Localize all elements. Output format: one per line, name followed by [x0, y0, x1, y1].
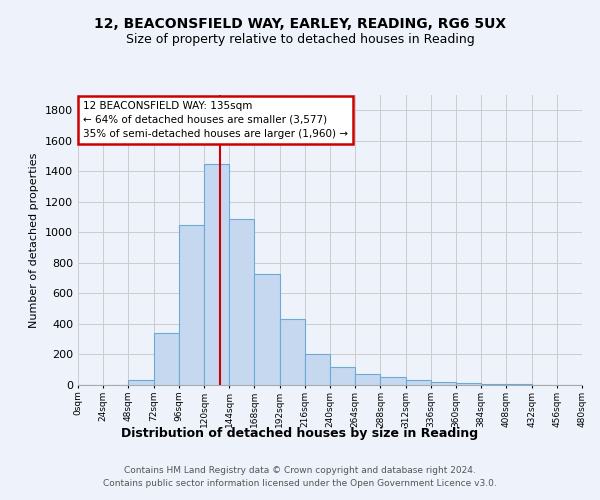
Bar: [229, 218, 254, 385]
Text: Contains public sector information licensed under the Open Government Licence v3: Contains public sector information licen…: [103, 479, 497, 488]
Bar: [204, 164, 229, 385]
Bar: [254, 274, 280, 385]
Bar: [330, 366, 355, 385]
Text: Distribution of detached houses by size in Reading: Distribution of detached houses by size …: [121, 428, 479, 440]
Text: Contains HM Land Registry data © Crown copyright and database right 2024.: Contains HM Land Registry data © Crown c…: [124, 466, 476, 475]
Bar: [506, 384, 532, 385]
Bar: [481, 384, 506, 385]
Bar: [456, 384, 481, 385]
Bar: [305, 354, 330, 385]
Bar: [154, 333, 179, 385]
Bar: [406, 380, 431, 385]
Text: Size of property relative to detached houses in Reading: Size of property relative to detached ho…: [125, 32, 475, 46]
Text: 12 BEACONSFIELD WAY: 135sqm
← 64% of detached houses are smaller (3,577)
35% of : 12 BEACONSFIELD WAY: 135sqm ← 64% of det…: [83, 101, 348, 139]
Y-axis label: Number of detached properties: Number of detached properties: [29, 152, 40, 328]
Bar: [280, 320, 305, 385]
Bar: [380, 378, 406, 385]
Bar: [128, 380, 154, 385]
Text: 12, BEACONSFIELD WAY, EARLEY, READING, RG6 5UX: 12, BEACONSFIELD WAY, EARLEY, READING, R…: [94, 18, 506, 32]
Bar: [431, 382, 456, 385]
Bar: [355, 374, 380, 385]
Bar: [179, 224, 204, 385]
